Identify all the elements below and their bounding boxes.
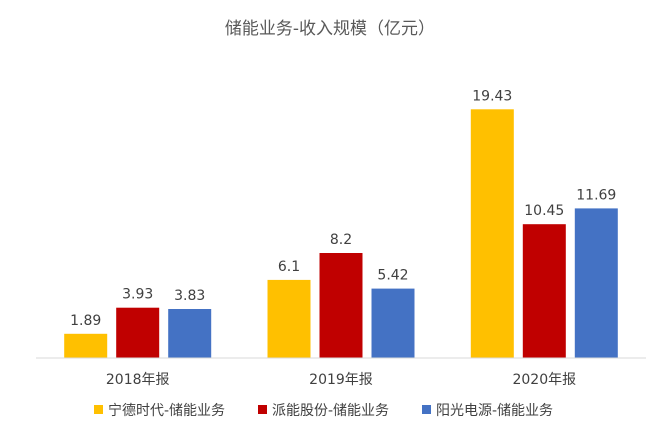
bar-1-1 [64, 333, 108, 358]
data-label-1-3: 19.43 [472, 88, 512, 104]
bar-2-1 [116, 307, 160, 358]
x-axis-ticks: 2018年报 2019年报 2020年报 [106, 372, 576, 388]
legend-swatch-1 [94, 405, 103, 414]
chart-title: 储能业务-收入规模（亿元） [225, 19, 435, 39]
legend-label-3: 阳光电源-储能业务 [436, 403, 553, 419]
bar-2-3 [522, 224, 566, 358]
data-label-3-2: 5.42 [377, 268, 408, 284]
bars-group [64, 109, 618, 358]
data-label-3-1: 3.83 [174, 288, 205, 304]
x-tick-label-1: 2018年报 [106, 372, 170, 388]
bar-1-3 [470, 109, 514, 358]
x-tick-label-2: 2019年报 [309, 372, 373, 388]
legend-swatch-2 [258, 405, 267, 414]
legend-label-1: 宁德时代-储能业务 [108, 402, 225, 419]
bar-3-3 [574, 208, 618, 358]
legend: 宁德时代-储能业务 派能股份-储能业务 阳光电源-储能业务 [94, 402, 553, 419]
x-tick-label-3: 2020年报 [512, 372, 576, 388]
data-label-2-1: 3.93 [122, 287, 153, 303]
data-label-1-1: 1.89 [70, 313, 101, 329]
bar-3-1 [168, 309, 212, 358]
data-labels-group: 1.89 3.93 3.83 6.1 8.2 5.42 19.43 10.45 11.69 [70, 88, 616, 328]
data-label-2-3: 10.45 [524, 203, 564, 219]
data-label-3-3: 11.69 [576, 187, 616, 203]
legend-label-2: 派能股份-储能业务 [272, 403, 389, 419]
legend-swatch-3 [422, 405, 431, 414]
bar-2-2 [319, 253, 363, 358]
bar-1-2 [267, 279, 311, 358]
data-label-2-2: 8.2 [330, 232, 352, 248]
data-label-1-2: 6.1 [278, 259, 300, 275]
bar-3-2 [371, 288, 415, 358]
